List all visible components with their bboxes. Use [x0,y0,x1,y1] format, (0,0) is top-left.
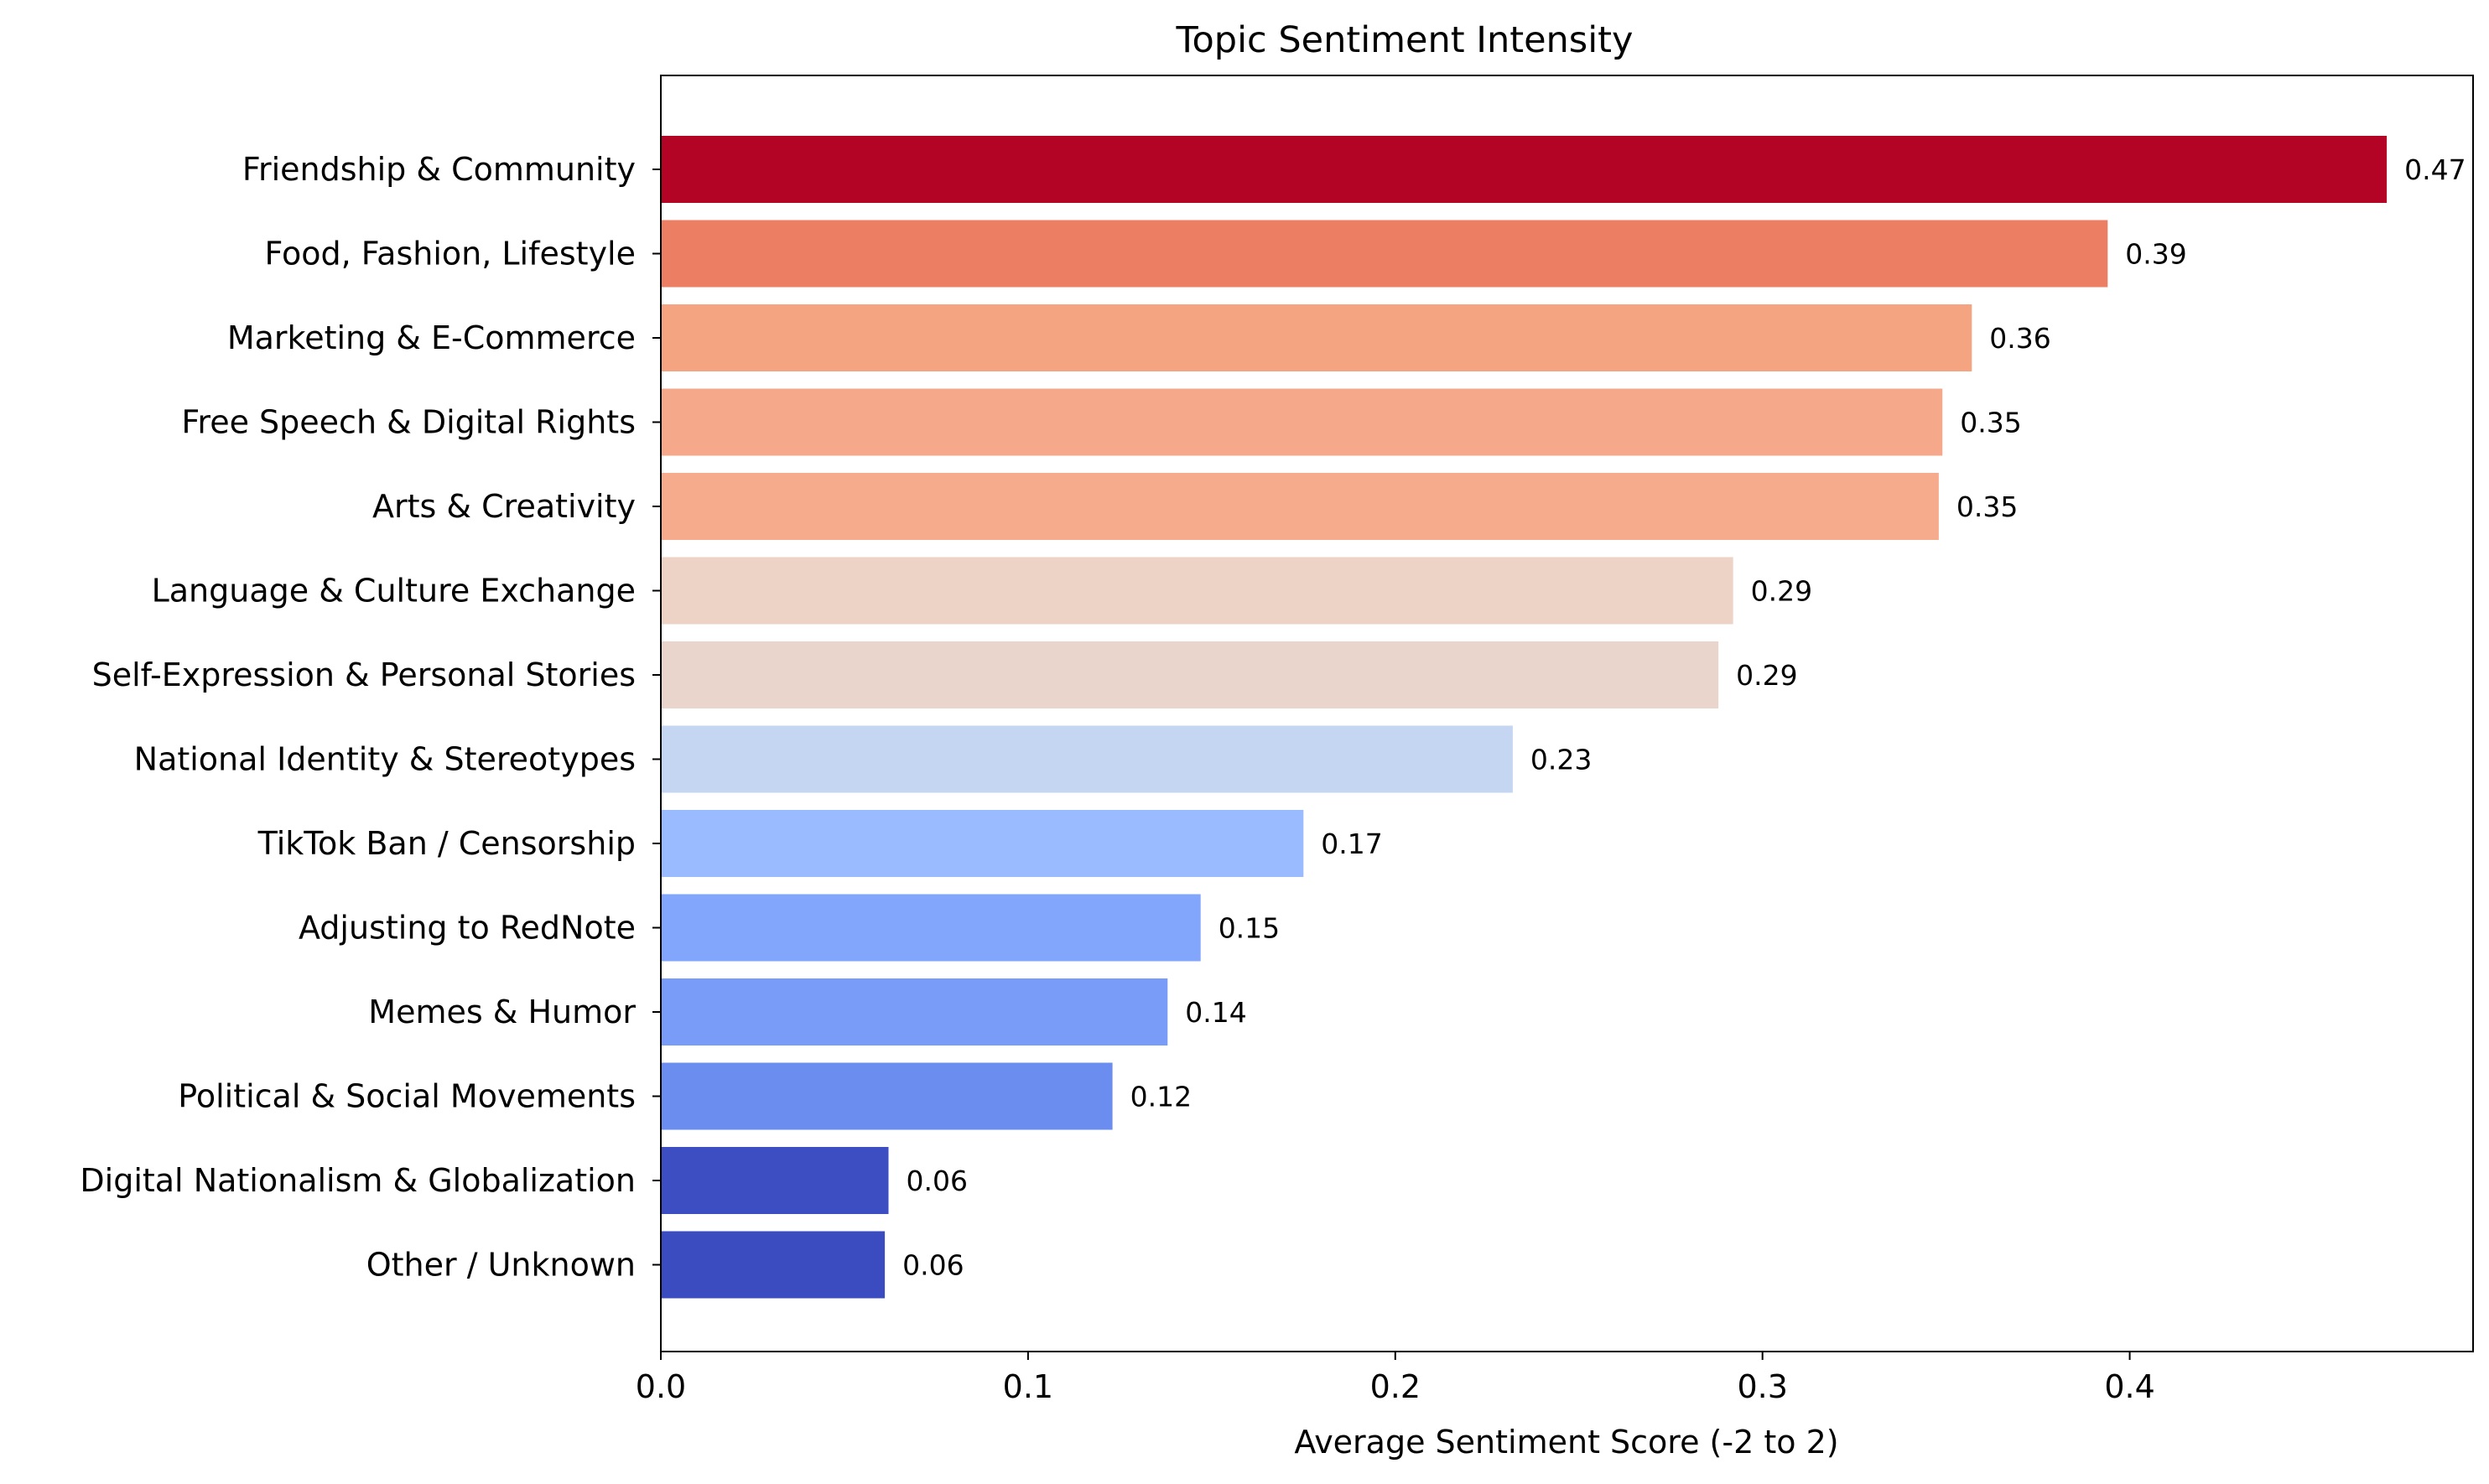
y-tick-label-2: Marketing & E-Commerce [227,319,636,356]
bar-3 [661,388,1943,456]
bars [661,136,2388,1299]
y-tick-label-7: National Identity & Stereotypes [134,741,636,778]
x-tick-label-3: 0.3 [1737,1368,1787,1405]
bar-12 [661,1147,889,1214]
bar-9 [661,894,1201,962]
bar-7 [661,725,1513,793]
data-label-7: 0.23 [1530,744,1592,776]
y-tick-label-8: TikTok Ban / Censorship [257,825,636,862]
data-label-9: 0.15 [1219,912,1280,945]
y-axis-ticks: Friendship & Community Food, Fashion, Lif… [80,151,661,1284]
data-label-11: 0.12 [1130,1081,1192,1113]
bar-0 [661,136,2388,203]
data-label-3: 0.35 [1960,407,2021,439]
bar-5 [661,557,1733,625]
x-tick-label-0: 0.0 [636,1368,686,1405]
x-axis-ticks: 0.0 0.1 0.2 0.3 0.4 [636,1352,2155,1405]
data-label-1: 0.39 [2125,238,2186,271]
bar-6 [661,641,1719,708]
data-label-6: 0.29 [1736,659,1797,692]
bar-10 [661,978,1168,1046]
y-tick-label-10: Memes & Humor [368,994,636,1030]
data-label-12: 0.06 [906,1165,967,1197]
bar-8 [661,810,1304,877]
x-tick-label-1: 0.1 [1003,1368,1053,1405]
data-label-5: 0.29 [1751,575,1812,608]
y-tick-label-6: Self-Expression & Personal Stories [92,656,636,693]
y-tick-label-4: Arts & Creativity [372,488,636,525]
y-tick-label-3: Free Speech & Digital Rights [181,404,636,441]
chart-title: Topic Sentiment Intensity [1176,19,1634,61]
x-tick-label-2: 0.2 [1370,1368,1421,1405]
data-label-13: 0.06 [902,1249,964,1282]
bar-11 [661,1062,1113,1130]
y-tick-label-11: Political & Social Movements [178,1078,636,1115]
x-tick-label-4: 0.4 [2104,1368,2154,1405]
data-label-2: 0.36 [1989,322,2050,355]
y-tick-label-9: Adjusting to RedNote [299,910,636,947]
bar-13 [661,1231,886,1299]
plot-frame [660,75,2474,1352]
bar-1 [661,220,2108,288]
data-label-10: 0.14 [1185,996,1246,1029]
data-label-0: 0.47 [2404,153,2466,186]
y-tick-label-0: Friendship & Community [242,151,636,188]
bar-2 [661,304,1972,371]
bar-4 [661,473,1939,540]
y-tick-label-13: Other / Unknown [366,1247,636,1284]
y-tick-label-12: Digital Nationalism & Globalization [80,1162,636,1199]
y-tick-label-5: Language & Culture Exchange [152,573,636,610]
x-axis-label: Average Sentiment Score (-2 to 2) [1294,1424,1838,1461]
y-tick-label-1: Food, Fashion, Lifestyle [265,236,636,272]
data-label-4: 0.35 [1956,490,2018,523]
data-label-8: 0.17 [1321,828,1382,860]
data-labels: 0.47 0.39 0.36 0.35 0.35 0.29 0.29 0.23 0.17 0.15… [902,153,2466,1282]
